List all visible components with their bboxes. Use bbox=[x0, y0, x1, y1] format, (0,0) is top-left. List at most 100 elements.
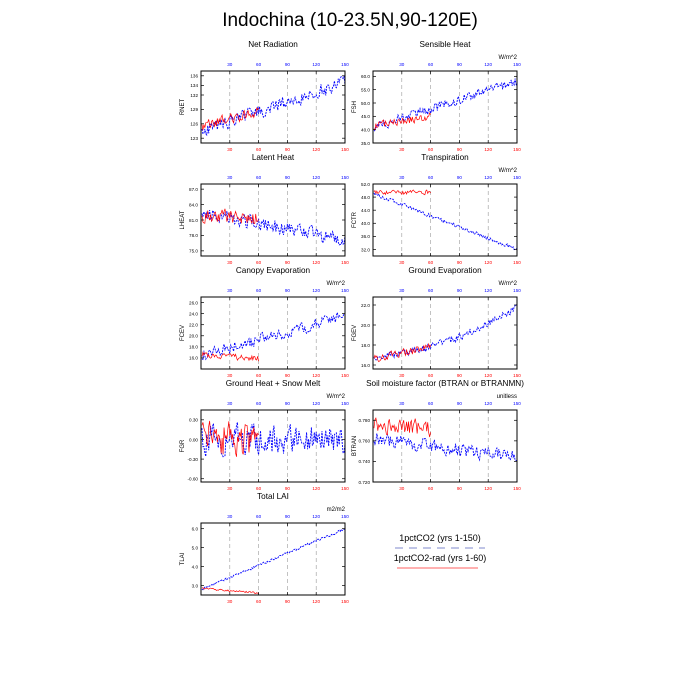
x-tick-label-top: 120 bbox=[484, 175, 492, 180]
series-line-1pctco2 bbox=[373, 303, 518, 361]
x-tick-label-top: 150 bbox=[513, 175, 521, 180]
y-tick-label: 26.0 bbox=[189, 300, 198, 305]
x-tick-label-top: 60 bbox=[256, 175, 262, 180]
x-tick-label-bottom: 60 bbox=[428, 147, 434, 152]
x-tick-label-top: 150 bbox=[341, 288, 349, 293]
y-tick-label: 24.0 bbox=[189, 311, 198, 316]
y-tick-label: 52.0 bbox=[361, 182, 370, 187]
x-tick-label-top: 60 bbox=[256, 62, 262, 67]
x-tick-label-bottom: 30 bbox=[227, 260, 233, 265]
x-tick-label-top: 120 bbox=[312, 514, 320, 519]
x-tick-label-bottom: 120 bbox=[312, 599, 320, 604]
panel-title: Ground Evaporation bbox=[408, 266, 482, 275]
units-label: unitless bbox=[497, 394, 517, 400]
x-tick-label-top: 90 bbox=[457, 175, 463, 180]
series-line-1pctco2-rad bbox=[201, 107, 259, 131]
plot-frame bbox=[372, 409, 518, 483]
x-tick-label-top: 120 bbox=[484, 401, 492, 406]
y-tick-label: 36.0 bbox=[361, 234, 370, 239]
units-label: W/m^2 bbox=[499, 55, 518, 61]
x-tick-label-bottom: 30 bbox=[227, 147, 233, 152]
x-tick-label-bottom: 150 bbox=[341, 260, 349, 265]
x-tick-label-bottom: 60 bbox=[428, 373, 434, 378]
panel-6: Ground Evaporation W/m^2 FGEV 16.0 18.0 20.0 2… bbox=[352, 266, 521, 378]
x-tick-label-top: 90 bbox=[457, 62, 463, 67]
x-tick-label-bottom: 60 bbox=[256, 486, 262, 491]
x-tick-label-top: 60 bbox=[428, 62, 434, 67]
y-tick-label: 45.0 bbox=[361, 114, 370, 119]
panel-title: Canopy Evaporation bbox=[236, 266, 311, 275]
x-tick-label-bottom: 120 bbox=[312, 486, 320, 491]
y-axis-label: FCEV bbox=[180, 325, 186, 341]
series-line-1pctco2-rad bbox=[201, 208, 259, 225]
panel-8: Soil moisture factor (BTRAN or BTRANMN) u… bbox=[352, 379, 524, 491]
x-tick-label-top: 30 bbox=[399, 175, 405, 180]
y-tick-label: 44.0 bbox=[361, 208, 370, 213]
y-tick-label: 18.0 bbox=[361, 343, 370, 348]
x-tick-label-top: 90 bbox=[285, 514, 291, 519]
series-line-1pctco2-rad bbox=[373, 342, 431, 363]
x-tick-label-top: 30 bbox=[399, 62, 405, 67]
y-tick-label: 55.0 bbox=[361, 87, 370, 92]
plot-frame bbox=[200, 183, 346, 257]
series-line-1pctco2 bbox=[201, 528, 346, 591]
y-tick-label: 50.0 bbox=[361, 101, 370, 106]
x-tick-label-top: 30 bbox=[399, 401, 405, 406]
legend-label-a: 1pctCO2 (yrs 1-150) bbox=[399, 533, 481, 543]
x-tick-label-bottom: 90 bbox=[285, 486, 291, 491]
x-tick-label-bottom: 150 bbox=[341, 486, 349, 491]
x-tick-label-bottom: 120 bbox=[484, 486, 492, 491]
y-axis-label: BTRAN bbox=[352, 436, 358, 456]
y-tick-label: 6.0 bbox=[192, 526, 199, 531]
x-tick-label-top: 120 bbox=[312, 288, 320, 293]
x-tick-label-bottom: 90 bbox=[457, 486, 463, 491]
y-tick-label: 0.30 bbox=[189, 418, 198, 423]
x-tick-label-top: 150 bbox=[341, 401, 349, 406]
x-tick-label-bottom: 150 bbox=[513, 373, 521, 378]
x-tick-label-top: 60 bbox=[256, 401, 262, 406]
x-tick-label-top: 150 bbox=[513, 401, 521, 406]
plot-frame bbox=[200, 70, 346, 144]
x-tick-label-bottom: 150 bbox=[513, 486, 521, 491]
x-tick-label-top: 150 bbox=[341, 514, 349, 519]
y-axis-label: TLAI bbox=[180, 552, 186, 565]
y-axis-label: RNET bbox=[180, 99, 186, 116]
y-tick-label: 87.0 bbox=[189, 187, 198, 192]
x-tick-label-bottom: 150 bbox=[341, 147, 349, 152]
units-label: m2/m2 bbox=[327, 507, 346, 513]
series-line-1pctco2 bbox=[201, 75, 346, 137]
x-tick-label-top: 60 bbox=[256, 514, 262, 519]
y-tick-label: 136 bbox=[190, 74, 198, 79]
panel-title: Soil moisture factor (BTRAN or BTRANMN) bbox=[366, 379, 524, 388]
y-tick-label: 0.720 bbox=[359, 480, 371, 485]
y-tick-label: 132 bbox=[190, 93, 198, 98]
x-tick-label-top: 150 bbox=[513, 288, 521, 293]
x-tick-label-top: 30 bbox=[227, 514, 233, 519]
y-axis-label: FCTR bbox=[352, 211, 358, 228]
y-tick-label: 16.0 bbox=[189, 356, 198, 361]
x-tick-label-top: 90 bbox=[285, 62, 291, 67]
y-tick-label: 3.0 bbox=[192, 583, 199, 588]
plot-frame bbox=[372, 70, 518, 144]
series-line-1pctco2 bbox=[201, 310, 346, 361]
plot-frame bbox=[372, 296, 518, 370]
x-tick-label-bottom: 30 bbox=[399, 147, 405, 152]
x-tick-label-bottom: 120 bbox=[312, 373, 320, 378]
x-tick-label-bottom: 60 bbox=[256, 599, 262, 604]
legend: 1pctCO2 (yrs 1-150) 1pctCO2-rad (yrs 1-6… bbox=[394, 533, 486, 569]
y-axis-label: FGEV bbox=[352, 325, 358, 341]
panel-title: Total LAI bbox=[257, 492, 289, 501]
y-axis-label: FGR bbox=[180, 439, 186, 452]
x-tick-label-bottom: 120 bbox=[484, 147, 492, 152]
x-tick-label-top: 120 bbox=[312, 175, 320, 180]
series-line-1pctco2 bbox=[201, 422, 346, 458]
x-tick-label-top: 90 bbox=[285, 401, 291, 406]
units-label: W/m^2 bbox=[499, 281, 518, 287]
figure-title: Indochina (10-23.5N,90-120E) bbox=[222, 10, 478, 31]
y-tick-label: 40.0 bbox=[361, 221, 370, 226]
panel-title: Transpiration bbox=[421, 153, 469, 162]
panel-1: Net Radiation RNET 123 126 129 132 134 136 30 30 6… bbox=[180, 40, 349, 152]
x-tick-label-top: 30 bbox=[227, 401, 233, 406]
x-tick-label-top: 150 bbox=[341, 62, 349, 67]
